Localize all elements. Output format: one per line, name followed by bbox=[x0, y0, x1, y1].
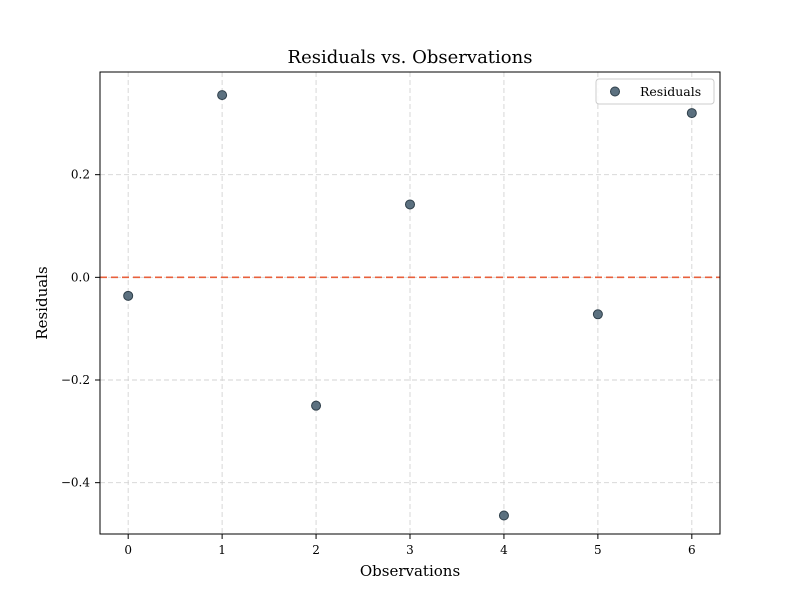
data-point bbox=[217, 90, 228, 101]
data-point bbox=[592, 309, 603, 320]
x-tick-label: 0 bbox=[124, 543, 132, 557]
x-axis-ticks: 0 1 2 3 4 5 6 bbox=[124, 534, 696, 557]
x-tick-label: 3 bbox=[406, 543, 414, 557]
data-point bbox=[405, 199, 415, 210]
x-tick-label: 6 bbox=[688, 543, 696, 557]
legend: Residuals bbox=[595, 78, 715, 105]
data-points bbox=[123, 90, 697, 521]
x-tick-label: 4 bbox=[500, 543, 508, 557]
y-tick-label: −0.4 bbox=[61, 476, 91, 490]
x-axis-label: Observations bbox=[360, 562, 460, 580]
y-axis-label: Residuals bbox=[33, 266, 51, 339]
chart-title: Residuals vs. Observations bbox=[288, 47, 533, 68]
data-point bbox=[686, 108, 697, 119]
data-point bbox=[311, 400, 322, 411]
y-tick-label: −0.2 bbox=[61, 373, 90, 387]
legend-marker bbox=[610, 86, 620, 97]
grid-lines bbox=[100, 72, 720, 534]
y-tick-label: 0.0 bbox=[71, 270, 90, 284]
x-tick-label: 5 bbox=[594, 543, 602, 557]
y-axis-ticks: −0.4 −0.2 0.0 0.2 bbox=[61, 168, 100, 490]
legend-box bbox=[595, 78, 715, 105]
data-point bbox=[498, 510, 509, 521]
legend-label: Residuals bbox=[640, 84, 701, 99]
y-tick-label: 0.2 bbox=[71, 168, 90, 182]
x-tick-label: 2 bbox=[312, 543, 320, 557]
x-tick-label: 1 bbox=[218, 543, 226, 557]
data-point bbox=[123, 290, 134, 301]
